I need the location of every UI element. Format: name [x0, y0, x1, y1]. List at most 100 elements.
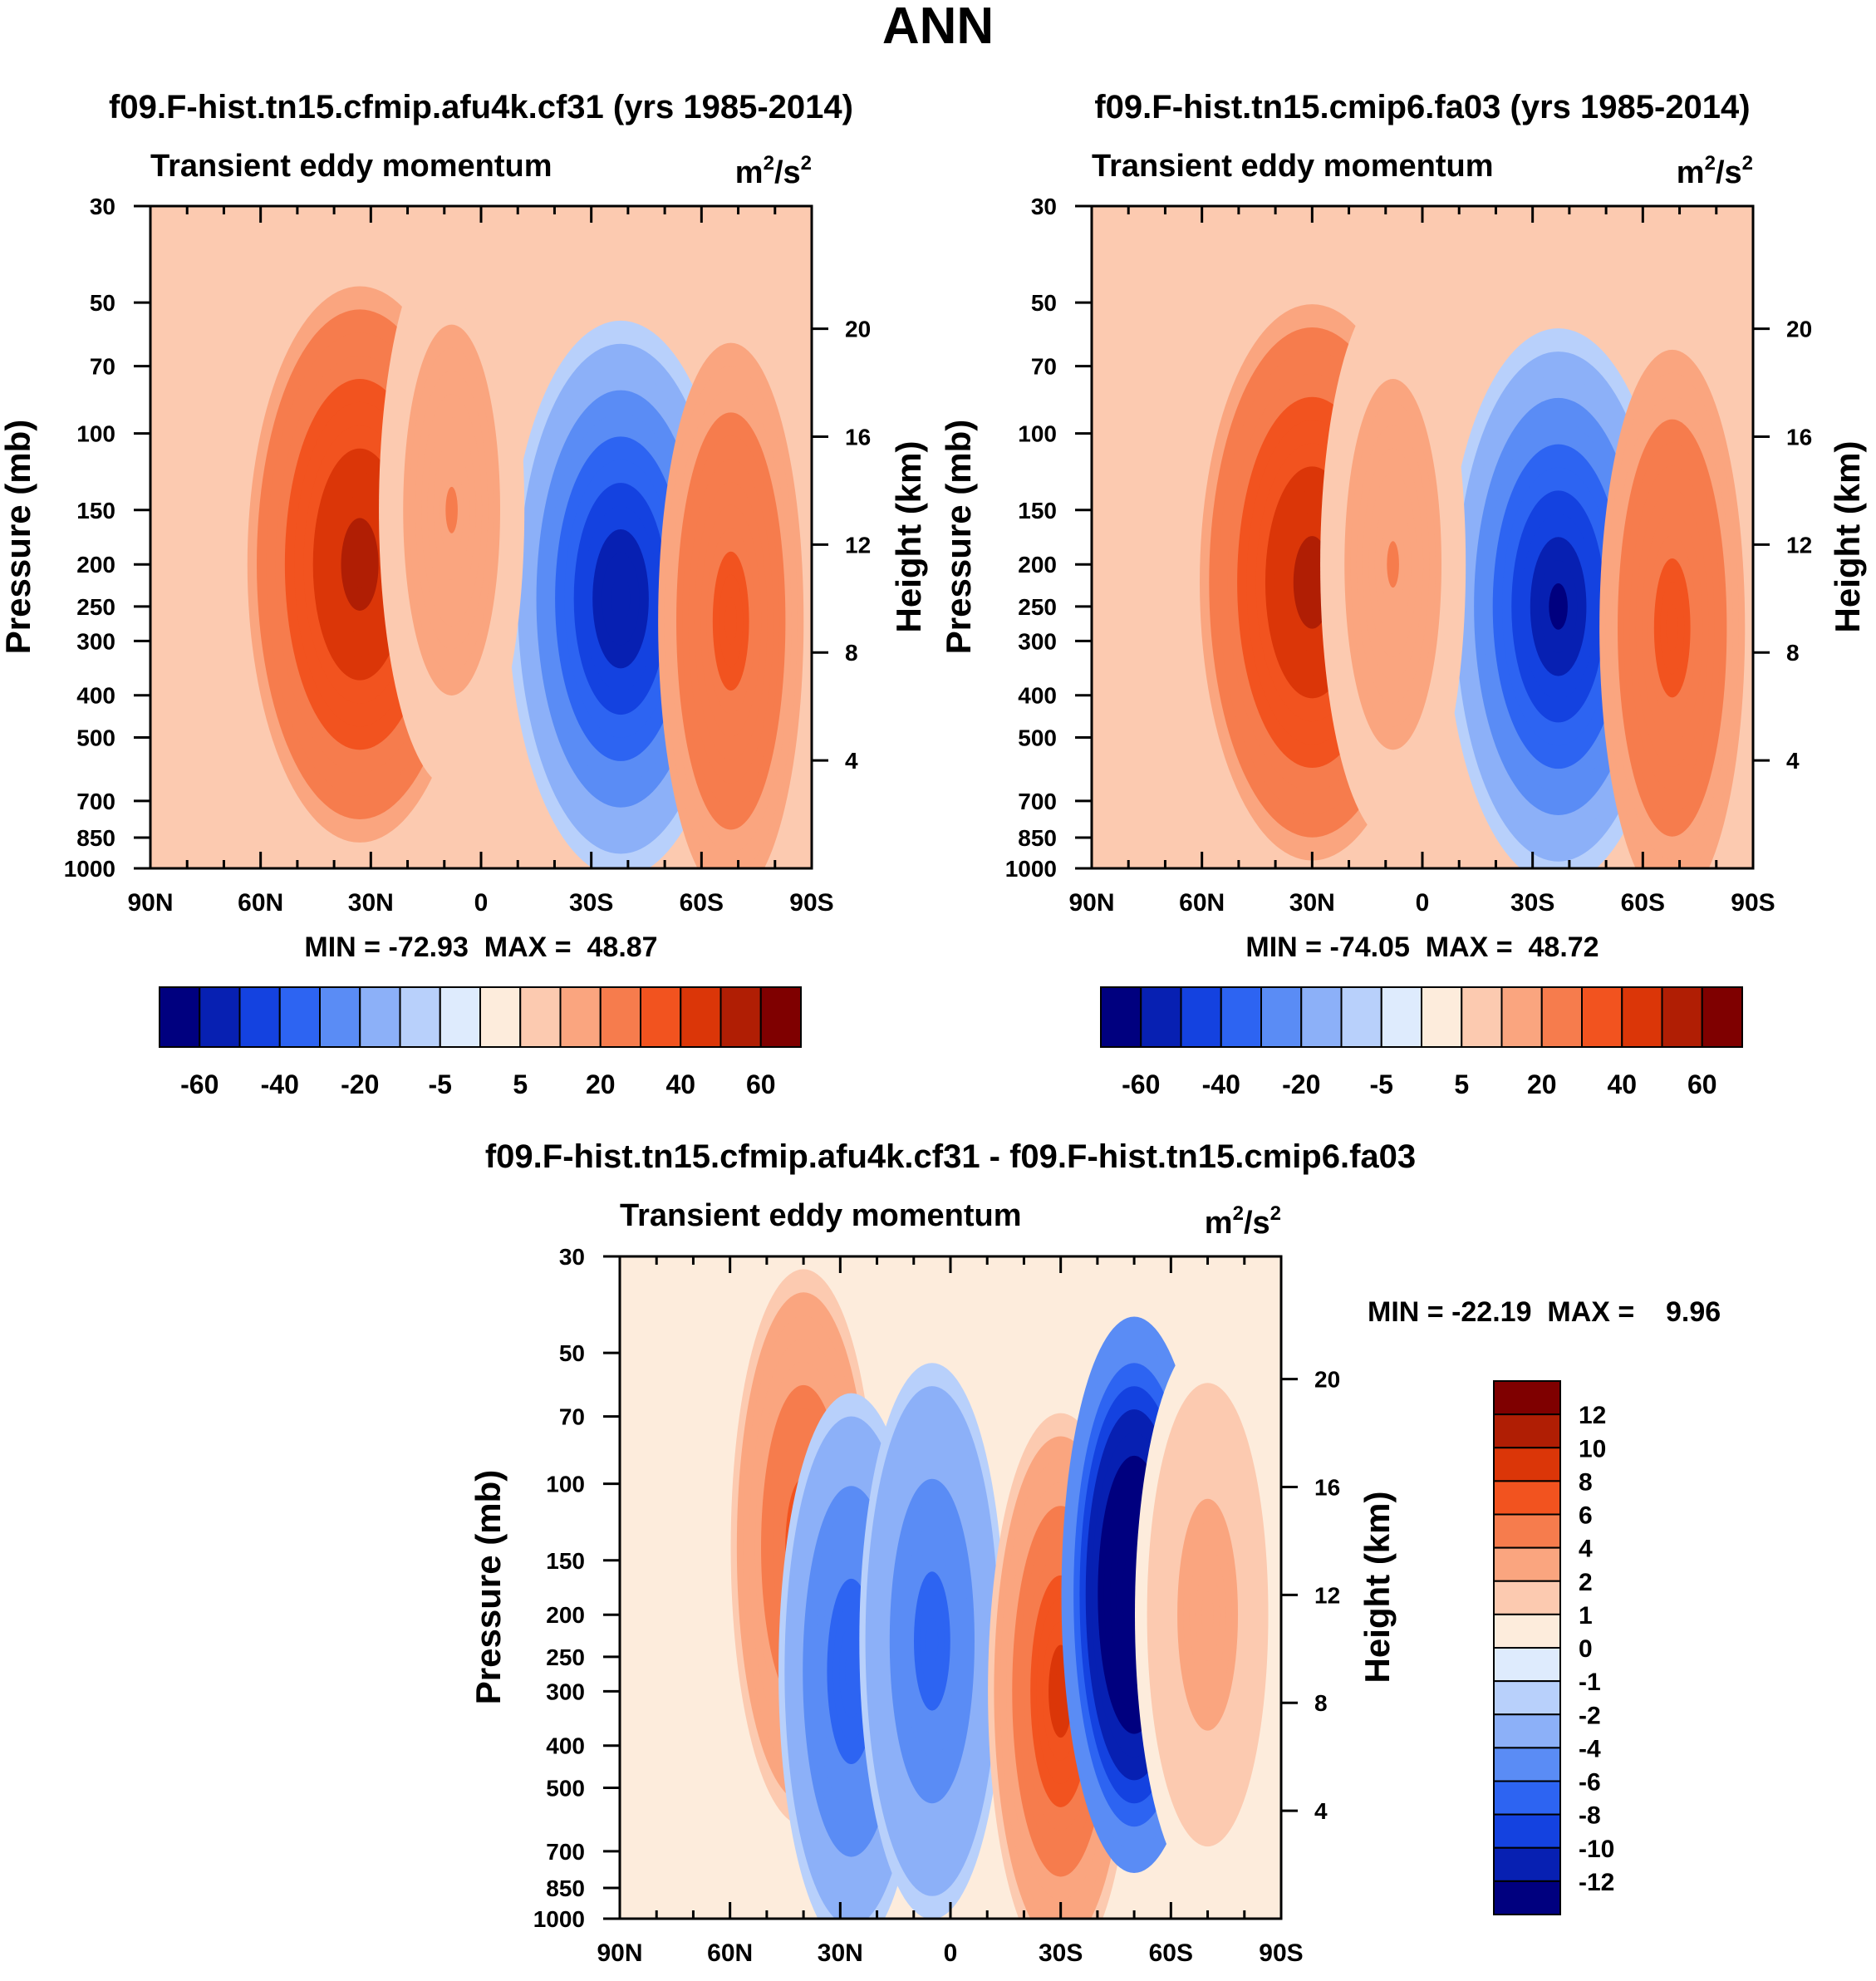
colorbar-label: -2 — [1579, 1702, 1601, 1729]
y-tick-label: 1000 — [533, 1906, 585, 1932]
y-tick-label: 30 — [559, 1244, 585, 1270]
contour-level — [1303, 558, 1322, 606]
contour-level — [1054, 1668, 1067, 1715]
x-tick-label: 30S — [1510, 889, 1554, 917]
y-tick-label: 100 — [1018, 421, 1057, 447]
panel-title: f09.F-hist.tn15.cfmip.afu4k.cf31 (yrs 19… — [109, 89, 853, 125]
y-right-tick-label: 8 — [1786, 640, 1800, 666]
units-label: m2/s2 — [735, 152, 812, 190]
colorbar-label: -4 — [1579, 1735, 1601, 1762]
colorbar: -60 -40 -20 -5 5 20 40 60 — [159, 986, 802, 1099]
x-tick-label: 0 — [944, 1939, 958, 1967]
contour-level — [1666, 604, 1679, 651]
panel-control: f09.F-hist.tn15.cmip6.fa03 (yrs 1985-201… — [939, 89, 1867, 1099]
colorbar-box — [1421, 986, 1463, 1048]
x-tick-label: 60S — [1149, 1939, 1193, 1967]
panel-difference: f09.F-hist.tn15.cfmip.afu4k.cf31 - f09.F… — [469, 1138, 1721, 1967]
colorbar-box — [640, 986, 682, 1048]
colorbar-box — [599, 986, 641, 1048]
y-right-tick-label: 12 — [1314, 1582, 1340, 1608]
colorbar-box — [439, 986, 481, 1048]
x-tick-label: 90S — [1259, 1939, 1303, 1967]
colorbar-box — [1300, 986, 1343, 1048]
y-tick-label: 500 — [76, 725, 115, 750]
colorbar-label: -12 — [1579, 1869, 1614, 1896]
colorbar-box — [1493, 1613, 1561, 1649]
variable-label: Transient eddy momentum — [620, 1198, 1022, 1233]
y-tick-label: 30 — [90, 194, 115, 219]
y-tick-label: 400 — [76, 683, 115, 709]
colorbar-label: 2 — [1579, 1569, 1593, 1596]
colorbar-box — [238, 986, 281, 1048]
units-label: m2/s2 — [1205, 1202, 1281, 1241]
colorbar-label: 5 — [1454, 1069, 1469, 1099]
colorbar-box — [680, 986, 722, 1048]
contour-level — [611, 575, 631, 622]
colorbar-box — [1461, 986, 1503, 1048]
colorbar-label: -6 — [1579, 1769, 1601, 1797]
colorbar-box — [1493, 1813, 1561, 1849]
variable-label: Transient eddy momentum — [150, 149, 552, 184]
x-tick-label: 90N — [1068, 889, 1114, 917]
y-right-tick-label: 16 — [845, 424, 871, 450]
y-tick-label: 400 — [1018, 683, 1057, 709]
contour-level — [1201, 1591, 1214, 1639]
colorbar-box — [1220, 986, 1262, 1048]
x-tick-label: 90N — [597, 1939, 642, 1967]
colorbar-box — [1500, 986, 1543, 1048]
contour-level — [724, 597, 738, 645]
colorbar-box — [1661, 986, 1703, 1048]
contour-field — [620, 1256, 1281, 1919]
y-tick-label: 700 — [546, 1839, 585, 1865]
y-right-tick-label: 12 — [845, 532, 871, 558]
colorbar-box — [159, 986, 201, 1048]
y-tick-label: 1000 — [64, 856, 115, 882]
colorbar-box — [1493, 1447, 1561, 1482]
colorbar-box — [1581, 986, 1623, 1048]
axis-ticks: 90N 60N 30N 0 30S 60S 90S 30 50 70 100 150 200 250 300… — [533, 1244, 1340, 1967]
colorbar-box — [1493, 1413, 1561, 1449]
contour-level — [1387, 541, 1399, 588]
contour-field — [150, 206, 812, 868]
y-axis-right-label: Height (km) — [1358, 1492, 1397, 1684]
y-tick-label: 400 — [546, 1733, 585, 1759]
colorbar-box — [1493, 1380, 1561, 1416]
y-tick-label: 250 — [1018, 594, 1057, 620]
colorbar: -60 -40 -20 -5 5 20 40 60 — [1100, 986, 1743, 1099]
colorbar-label: -20 — [1282, 1069, 1320, 1099]
colorbar-box — [1493, 1780, 1561, 1816]
y-tick-label: 50 — [559, 1340, 585, 1366]
colorbar-label: -60 — [180, 1069, 219, 1099]
y-tick-label: 850 — [1018, 825, 1057, 851]
y-axis-right-label: Height (km) — [1828, 441, 1867, 633]
x-tick-label: 90S — [1731, 889, 1775, 917]
y-tick-label: 700 — [1018, 789, 1057, 814]
colorbar-label: 40 — [665, 1069, 695, 1099]
panel-title: f09.F-hist.tn15.cfmip.afu4k.cf31 - f09.F… — [485, 1138, 1416, 1175]
colorbar-box — [479, 986, 522, 1048]
colorbar-box — [1493, 1713, 1561, 1749]
y-tick-label: 850 — [76, 825, 115, 851]
y-right-tick-label: 20 — [845, 317, 871, 342]
colorbar-box — [1180, 986, 1222, 1048]
x-tick-label: 0 — [1416, 889, 1430, 917]
colorbar-label: -10 — [1579, 1836, 1614, 1863]
colorbar-label: -20 — [341, 1069, 379, 1099]
y-right-tick-label: 4 — [845, 748, 858, 774]
min-max-stats: MIN = -74.05 MAX = 48.72 — [1245, 932, 1599, 963]
x-tick-label: 60N — [707, 1939, 753, 1967]
y-right-tick-label: 16 — [1314, 1474, 1340, 1500]
colorbar-box — [1701, 986, 1743, 1048]
colorbar-box — [1493, 1680, 1561, 1716]
panel-title: f09.F-hist.tn15.cmip6.fa03 (yrs 1985-201… — [1094, 89, 1750, 125]
units-label: m2/s2 — [1677, 152, 1753, 190]
y-right-tick-label: 4 — [1314, 1798, 1328, 1824]
x-tick-label: 30S — [569, 889, 613, 917]
colorbar-box — [1493, 1580, 1561, 1615]
colorbar-box — [359, 986, 401, 1048]
y-tick-label: 700 — [76, 789, 115, 814]
x-tick-label: 30N — [348, 889, 394, 917]
axis-ticks: 90N 60N 30N 0 30S 60S 90S 30 50 70 100 150 200 250 300… — [64, 194, 871, 917]
y-axis-label: Pressure (mb) — [469, 1470, 508, 1704]
contour-level — [845, 1648, 857, 1695]
